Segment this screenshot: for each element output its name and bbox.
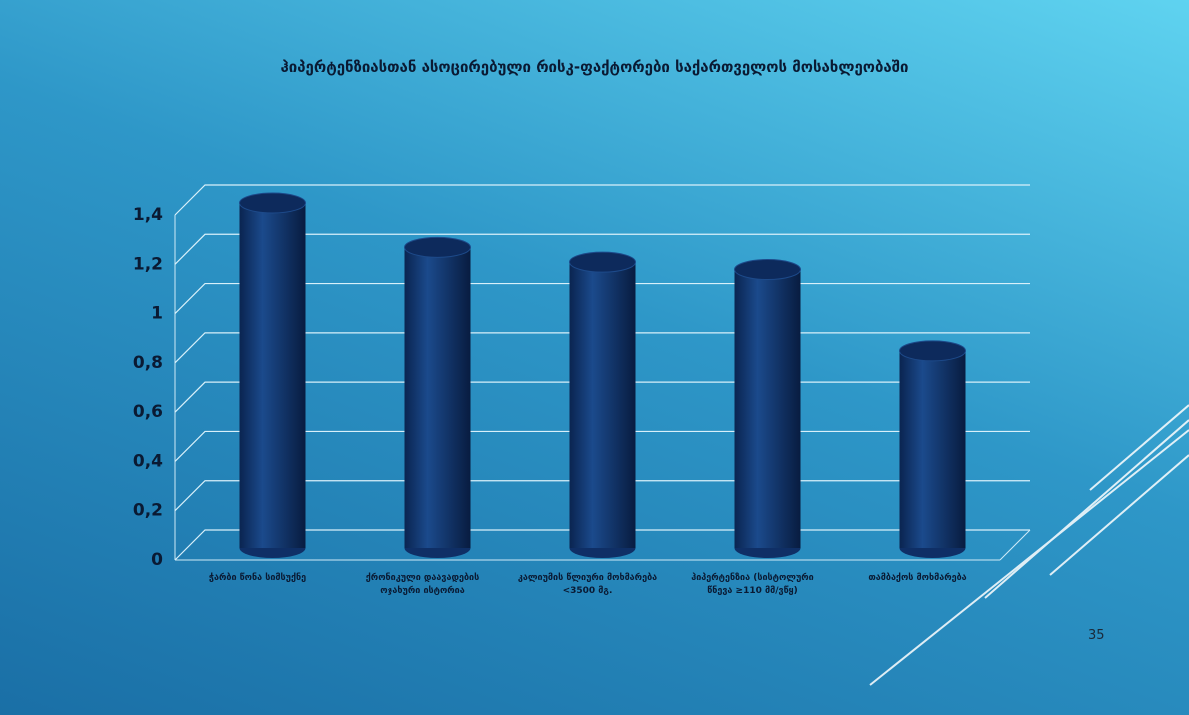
decoration (869, 404, 1189, 686)
bar-top (239, 192, 306, 214)
x-tick-label: კალიუმის წლიური მოხმარება <3500 მგ. (517, 573, 658, 596)
grid-line (174, 184, 1030, 216)
y-tick-label: 1,4 (133, 205, 163, 225)
bar (734, 269, 801, 548)
bar (899, 350, 966, 548)
bar-top (569, 251, 636, 273)
y-tick-label: 1 (151, 304, 163, 324)
bar (404, 247, 471, 548)
y-tick-label: 0,6 (133, 402, 163, 422)
x-tick-label: ჰიპერტენზია (სისტოლური წნევა ≥110 მმ/ვწყ… (691, 573, 814, 596)
bar (569, 262, 636, 548)
y-tick-label: 0,2 (133, 501, 163, 521)
y-tick-label: 0 (151, 550, 163, 570)
floor-edge (999, 529, 1031, 561)
bar-top (899, 340, 966, 362)
y-tick-label: 0,8 (133, 353, 163, 373)
page-number: 35 (1088, 628, 1105, 643)
y-tick-label: 0,4 (133, 451, 163, 471)
chart-title: ჰიპერტენზიასთან ასოცირებული რისკ-ფაქტორე… (280, 58, 909, 76)
grid-line (174, 233, 1030, 265)
y-tick-label: 1,2 (133, 254, 163, 274)
plot: 0 0,2 0,4 0,6 0,8 1 1,2 1,4 (133, 184, 1031, 570)
x-tick-label: თამბაქოს მოხმარება (868, 573, 967, 583)
x-tick-label: ქრონიკული დაავადების ოჯახური ისტორია (365, 573, 480, 596)
x-tick-label: ჭარბი წონა სიმსუქნე (208, 573, 307, 583)
bar-top (404, 236, 471, 258)
bar-top (734, 259, 801, 281)
bar (239, 203, 306, 548)
